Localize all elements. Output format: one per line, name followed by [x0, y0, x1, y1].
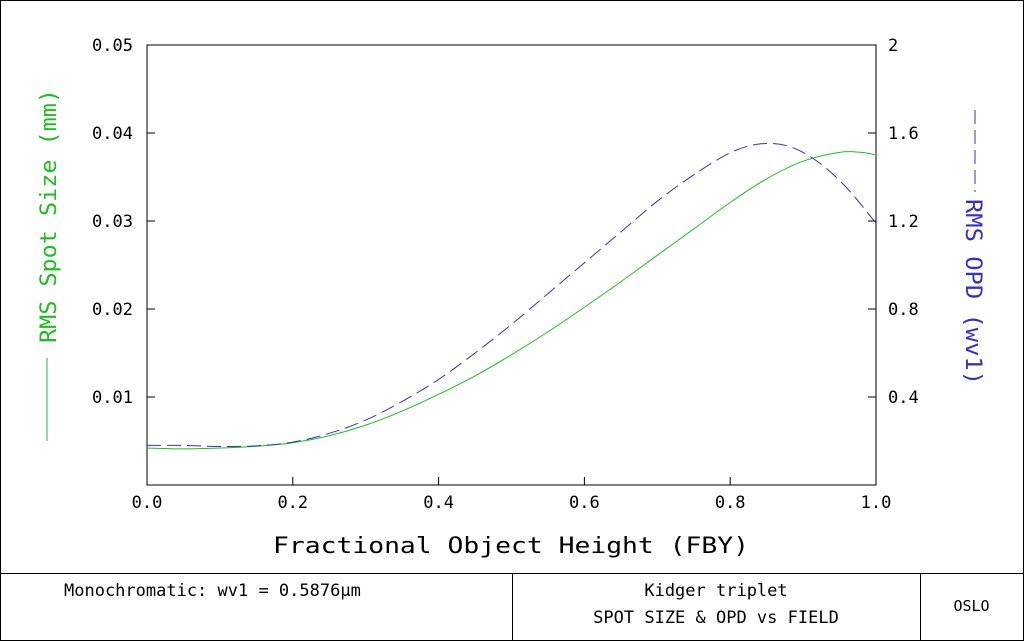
y-left-tick-group: 0.01 0.02 0.03 0.04 0.05: [92, 36, 155, 408]
y-right-tick-label: 0.8: [888, 300, 919, 320]
y-left-tick-label: 0.01: [92, 388, 133, 408]
plot-area: [146, 44, 877, 486]
x-tick-label: 0.4: [423, 493, 454, 513]
y-left-tick-label: 0.02: [92, 300, 133, 320]
y-right-tick-label: 1.2: [888, 212, 919, 232]
y-right-tick-label: 1.6: [888, 124, 919, 144]
y-right-tick-label: 2: [888, 36, 898, 56]
x-tick-group: 0.0 0.2 0.4 0.6 0.8 1.0: [132, 477, 892, 513]
series-line-rms-opd: [146, 142, 877, 448]
x-axis-title: Fractional Object Height (FBY): [273, 534, 749, 559]
footer-plot-title: SPOT SIZE & OPD vs FIELD: [593, 608, 839, 628]
left-axis-title: RMS Spot Size (mm): [37, 89, 62, 343]
x-tick-label: 0.0: [132, 493, 163, 513]
x-tick-label: 0.2: [277, 493, 308, 513]
x-tick-label: 0.8: [715, 493, 746, 513]
footer-wavelength-info: Monochromatic: wv1 = 0.5876μm: [64, 581, 361, 601]
footer-divider-right: [920, 573, 921, 641]
right-axis-title: RMS OPD (wv1): [960, 199, 985, 385]
footer-divider-left: [512, 573, 513, 641]
x-tick-label: 1.0: [861, 493, 892, 513]
y-left-tick-label: 0.05: [92, 36, 133, 56]
series-line-rms-spot-size: [146, 151, 877, 450]
left-axis-legend: RMS Spot Size (mm): [37, 89, 62, 441]
right-axis-legend: RMS OPD (wv1): [960, 110, 985, 385]
y-right-tick-group: 0.4 0.8 1.2 1.6 2: [868, 36, 919, 408]
y-left-tick-label: 0.03: [92, 212, 133, 232]
footer-lens-name: Kidger triplet: [644, 581, 788, 601]
y-left-tick-label: 0.04: [92, 124, 133, 144]
y-right-tick-label: 0.4: [888, 388, 919, 408]
series-group: [146, 142, 877, 450]
x-tick-label: 0.6: [569, 493, 600, 513]
footer-program-name: OSLO: [953, 597, 990, 615]
